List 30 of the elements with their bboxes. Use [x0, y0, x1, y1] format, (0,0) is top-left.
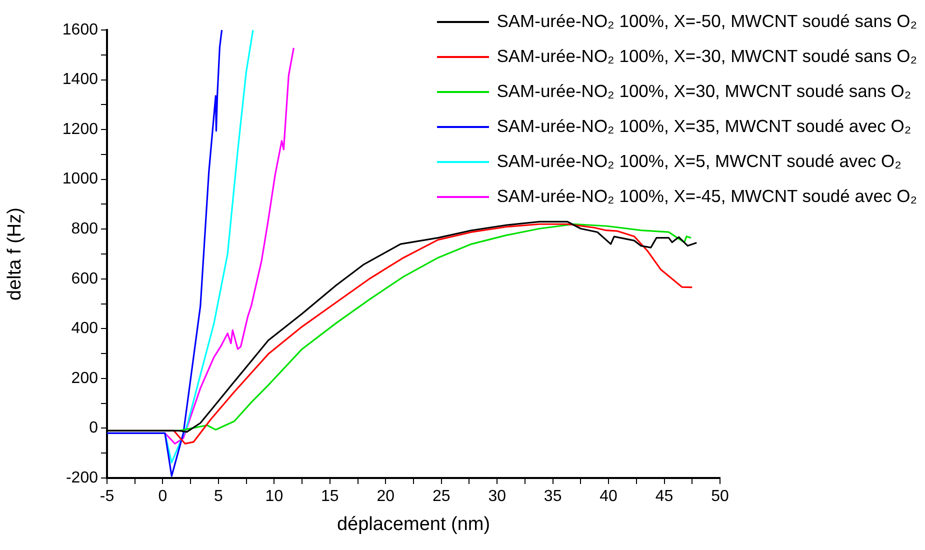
x-tick-label: 15: [321, 488, 339, 506]
y-tick-label: 1600: [62, 21, 98, 38]
y-tick-label: 400: [71, 320, 98, 338]
x-tick-label: 0: [158, 488, 168, 506]
y-tick-label: 800: [71, 220, 98, 238]
legend-label: SAM-urée-NO₂ 100%, X=5, MWCNT soudé avec O₂: [496, 150, 902, 173]
y-tick-label: 600: [71, 270, 98, 288]
x-tick-label: 10: [265, 488, 284, 506]
legend-label: SAM-urée-NO₂ 100%, X=-50, MWCNT soudé sans O₂: [496, 10, 917, 33]
legend-label: SAM-urée-NO₂ 100%, X=35, MWCNT soudé avec O₂: [496, 115, 912, 138]
x-tick-label: 20: [376, 488, 395, 506]
y-tick-label: 1200: [62, 120, 98, 138]
x-tick-label: 5: [214, 488, 223, 506]
legend-label: SAM-urée-NO₂ 100%, X=30, MWCNT soudé sans O₂: [496, 80, 912, 103]
x-axis-title: déplacement (nm): [336, 514, 490, 535]
x-tick-label: 45: [655, 488, 674, 506]
x-tick-label: 25: [432, 488, 450, 506]
y-axis-title: delta f (Hz): [4, 208, 26, 300]
y-tick-label: 1400: [62, 71, 98, 88]
x-tick-label: 50: [711, 488, 729, 506]
y-tick-label: 200: [71, 370, 98, 387]
y-tick-label: -200: [66, 469, 98, 486]
x-tick-label: -5: [100, 488, 114, 506]
legend-label: SAM-urée-NO₂ 100%, X=-30, MWCNT soudé sans O₂: [496, 45, 917, 68]
y-tick-label: 0: [89, 420, 98, 437]
x-tick-label: 40: [600, 488, 618, 506]
y-tick-label: 1000: [62, 170, 98, 188]
x-tick-label: 35: [544, 488, 562, 506]
legend-label: SAM-urée-NO₂ 100%, X=-45, MWCNT soudé avec O₂: [496, 185, 917, 208]
x-tick-label: 30: [488, 488, 506, 506]
